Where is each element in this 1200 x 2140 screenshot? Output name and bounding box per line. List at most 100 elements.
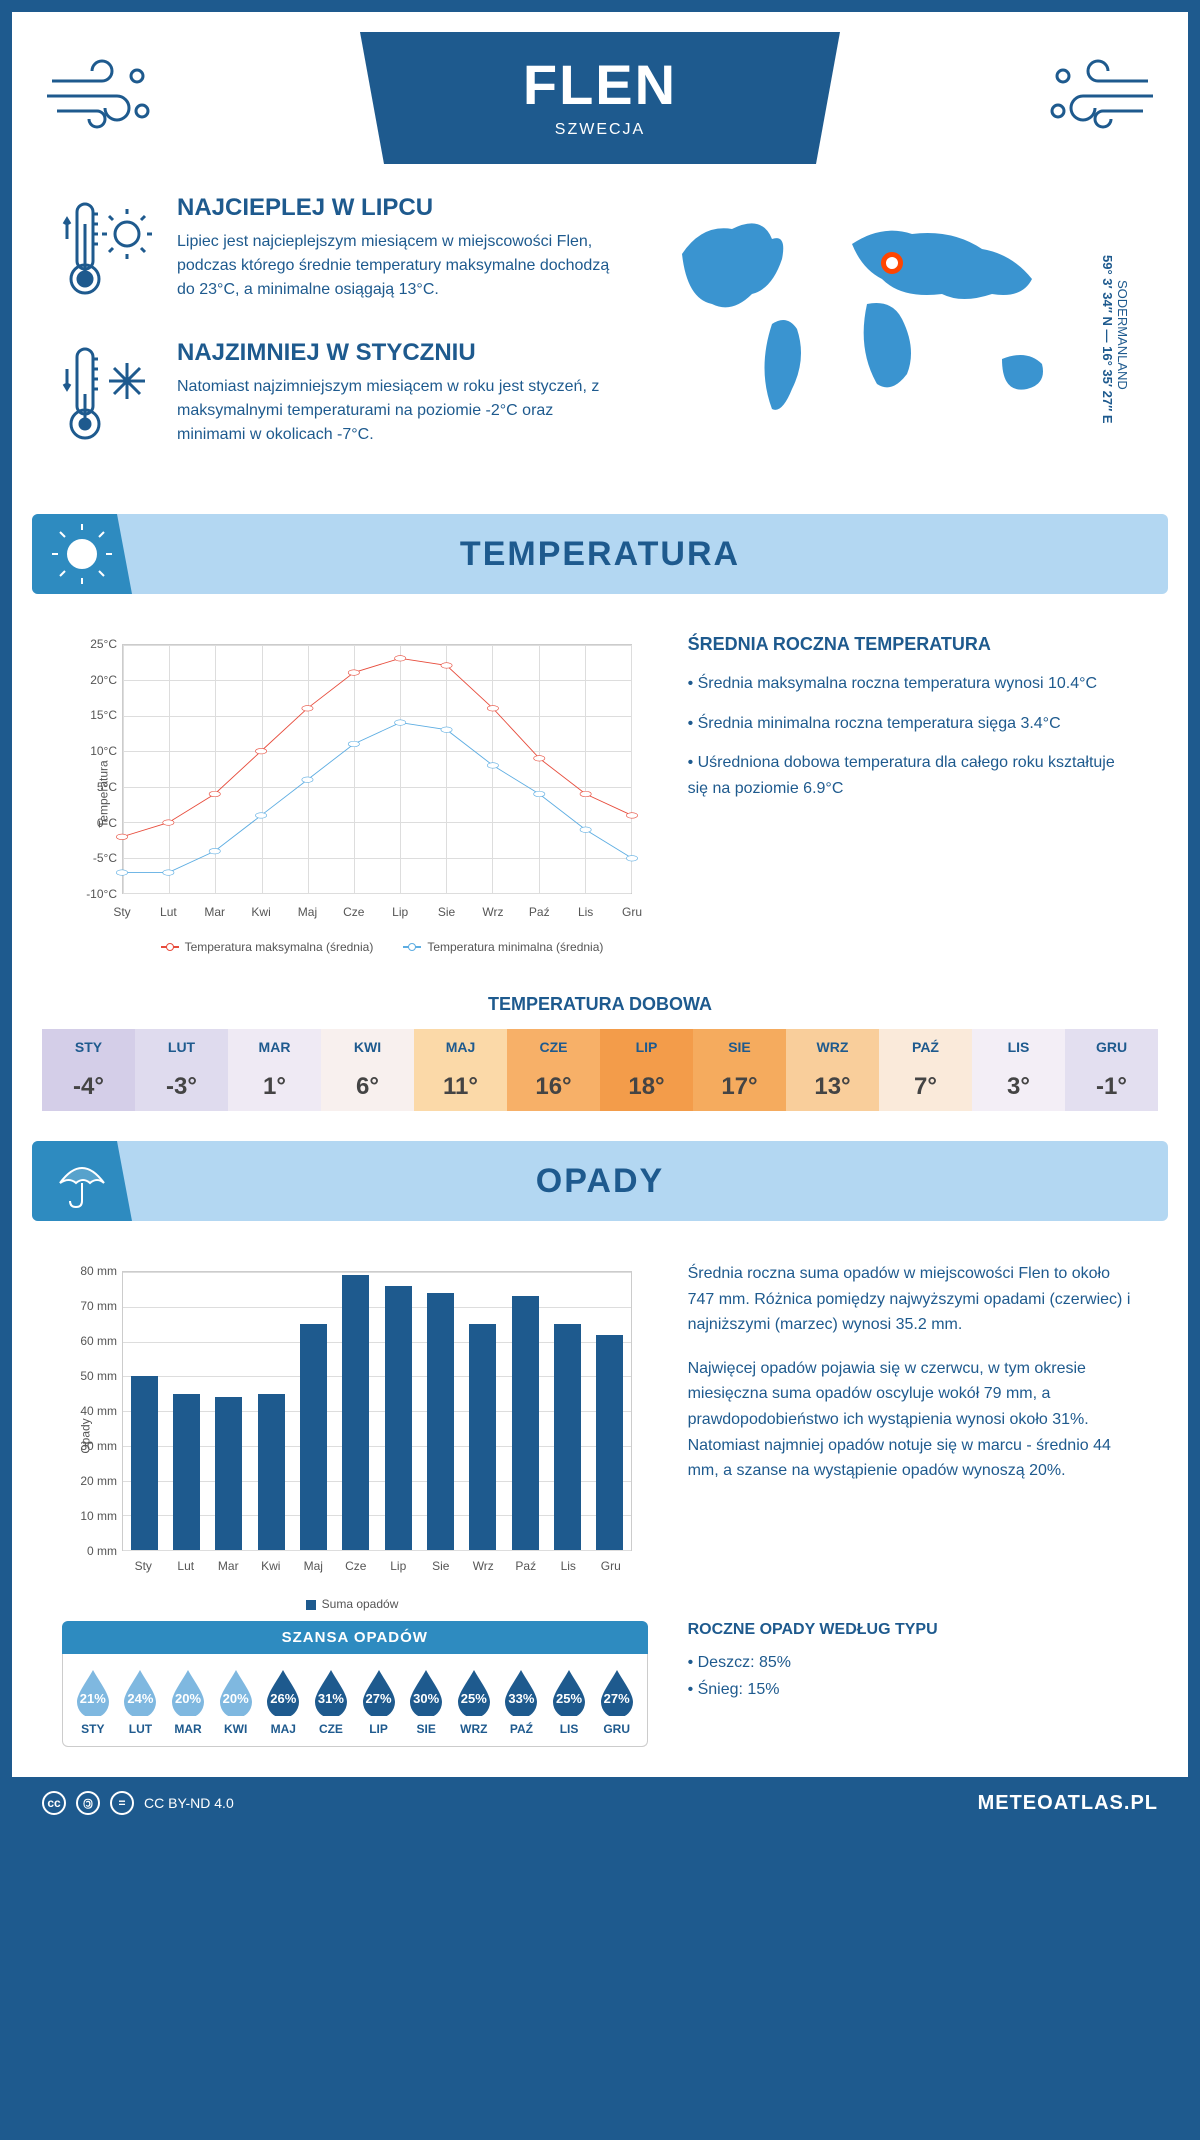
wind-icon-left [42, 56, 162, 141]
chance-cell: 20%KWI [212, 1668, 260, 1736]
bar [469, 1324, 496, 1550]
bar [173, 1394, 200, 1550]
chance-cell: 27%LIP [355, 1668, 403, 1736]
section-title-temperature: TEMPERATURA [132, 535, 1168, 574]
cc-icon: cc [42, 1791, 66, 1815]
td-value: 6° [321, 1065, 414, 1111]
td-value: 7° [879, 1065, 972, 1111]
td-value: -4° [42, 1065, 135, 1111]
temp-chart-legend: Temperatura maksymalna (średnia) Tempera… [122, 940, 642, 954]
warmest-text: Lipiec jest najcieplejszym miesiącem w m… [177, 230, 612, 302]
map-marker [881, 252, 903, 274]
td-value: 13° [786, 1065, 879, 1111]
region: SODERMANLAND [1115, 194, 1130, 476]
td-value: 1° [228, 1065, 321, 1111]
bar [427, 1293, 454, 1550]
temp-daily-title: TEMPERATURA DOBOWA [42, 994, 1158, 1015]
header-row: FLEN SZWECJA [12, 12, 1188, 164]
location-title: FLEN [440, 52, 760, 117]
thermometer-sun-icon [62, 194, 152, 309]
precip-p1: Średnia roczna suma opadów w miejscowośc… [688, 1261, 1138, 1338]
td-value: -3° [135, 1065, 228, 1111]
coldest-block: NAJZIMNIEJ W STYCZNIU Natomiast najzimni… [62, 339, 612, 454]
license-text: CC BY-ND 4.0 [144, 1795, 234, 1811]
td-month: MAJ [414, 1029, 507, 1065]
wind-icon-right [1038, 56, 1158, 141]
td-value: -1° [1065, 1065, 1158, 1111]
site-name: METEOATLAS.PL [978, 1792, 1158, 1815]
thermometer-snow-icon [62, 339, 152, 454]
warmest-block: NAJCIEPLEJ W LIPCU Lipiec jest najcieple… [62, 194, 612, 309]
warmest-title: NAJCIEPLEJ W LIPCU [177, 194, 612, 222]
info-row: NAJCIEPLEJ W LIPCU Lipiec jest najcieple… [12, 164, 1188, 504]
umbrella-icon [32, 1141, 132, 1221]
chance-cell: 26%MAJ [260, 1668, 308, 1736]
rain-chance-table: SZANSA OPADÓW 21%STY24%LUT20%MAR20%KWI26… [62, 1621, 648, 1747]
chance-cell: 30%SIE [402, 1668, 450, 1736]
bar [131, 1376, 158, 1550]
footer: cc 🄯 = CC BY-ND 4.0 METEOATLAS.PL [12, 1777, 1188, 1829]
world-map [652, 194, 1092, 434]
location-subtitle: SZWECJA [440, 121, 760, 139]
chance-cell: 24%LUT [117, 1668, 165, 1736]
coldest-title: NAJZIMNIEJ W STYCZNIU [177, 339, 612, 367]
temp-stats: ŚREDNIA ROCZNA TEMPERATURA • Średnia mak… [688, 634, 1138, 954]
title-banner: FLEN SZWECJA [360, 32, 840, 164]
temp-stats-title: ŚREDNIA ROCZNA TEMPERATURA [688, 634, 1138, 655]
td-value: 17° [693, 1065, 786, 1111]
bar [554, 1324, 581, 1550]
precip-chart-legend: Suma opadów [62, 1597, 642, 1611]
latitude: 59° 3′ 34″ N [1100, 255, 1115, 326]
td-month: PAŹ [879, 1029, 972, 1065]
coordinates: SODERMANLAND 59° 3′ 34″ N — 16° 35′ 27″ … [1092, 194, 1138, 484]
bar [300, 1324, 327, 1550]
td-month: STY [42, 1029, 135, 1065]
td-month: WRZ [786, 1029, 879, 1065]
td-value: 3° [972, 1065, 1065, 1111]
precip-p2: Najwięcej opadów pojawia się w czerwcu, … [688, 1356, 1138, 1484]
bar [215, 1397, 242, 1550]
td-month: CZE [507, 1029, 600, 1065]
chance-cell: 25%WRZ [450, 1668, 498, 1736]
td-month: SIE [693, 1029, 786, 1065]
section-title-precipitation: OPADY [132, 1162, 1168, 1201]
chance-cell: 27%GRU [593, 1668, 641, 1736]
precip-by-type: ROCZNE OPADY WEDŁUG TYPU • Deszcz: 85% •… [688, 1621, 1138, 1703]
temp-daily-table: TEMPERATURA DOBOWA STYLUTMARKWIMAJCZELIP… [42, 994, 1158, 1111]
td-month: MAR [228, 1029, 321, 1065]
section-header-precipitation: OPADY [32, 1141, 1168, 1221]
temperature-line-chart: Temperatura Temperatura maksymalna (śred… [62, 634, 642, 954]
temp-stat-2: • Średnia minimalna roczna temperatura s… [688, 711, 1138, 737]
chance-cell: 20%MAR [164, 1668, 212, 1736]
legend-min: Temperatura minimalna (średnia) [427, 940, 603, 954]
bar [258, 1394, 285, 1550]
nd-icon: = [110, 1791, 134, 1815]
bar [385, 1286, 412, 1550]
longitude: 16° 35′ 27″ E [1100, 346, 1115, 423]
bar [342, 1275, 369, 1550]
sun-icon [32, 514, 132, 594]
chance-title: SZANSA OPADÓW [62, 1621, 648, 1654]
td-value: 18° [600, 1065, 693, 1111]
precip-type-snow: • Śnieg: 15% [688, 1676, 1138, 1703]
precip-type-title: ROCZNE OPADY WEDŁUG TYPU [688, 1621, 1138, 1639]
td-value: 16° [507, 1065, 600, 1111]
temp-stat-1: • Średnia maksymalna roczna temperatura … [688, 671, 1138, 697]
bar [596, 1335, 623, 1550]
td-value: 11° [414, 1065, 507, 1111]
map-wrap: SODERMANLAND 59° 3′ 34″ N — 16° 35′ 27″ … [652, 194, 1138, 484]
td-month: LIP [600, 1029, 693, 1065]
legend-max: Temperatura maksymalna (średnia) [185, 940, 374, 954]
bar [512, 1296, 539, 1550]
td-month: GRU [1065, 1029, 1158, 1065]
td-month: LIS [972, 1029, 1065, 1065]
td-month: KWI [321, 1029, 414, 1065]
precip-type-rain: • Deszcz: 85% [688, 1649, 1138, 1676]
by-icon: 🄯 [76, 1791, 100, 1815]
td-month: LUT [135, 1029, 228, 1065]
chance-cell: 25%LIS [545, 1668, 593, 1736]
coldest-text: Natomiast najzimniejszym miesiącem w rok… [177, 375, 612, 447]
section-header-temperature: TEMPERATURA [32, 514, 1168, 594]
chance-cell: 31%CZE [307, 1668, 355, 1736]
precipitation-bar-chart: Opady Suma opadów 0 mm10 mm20 mm30 mm40 … [62, 1261, 642, 1611]
